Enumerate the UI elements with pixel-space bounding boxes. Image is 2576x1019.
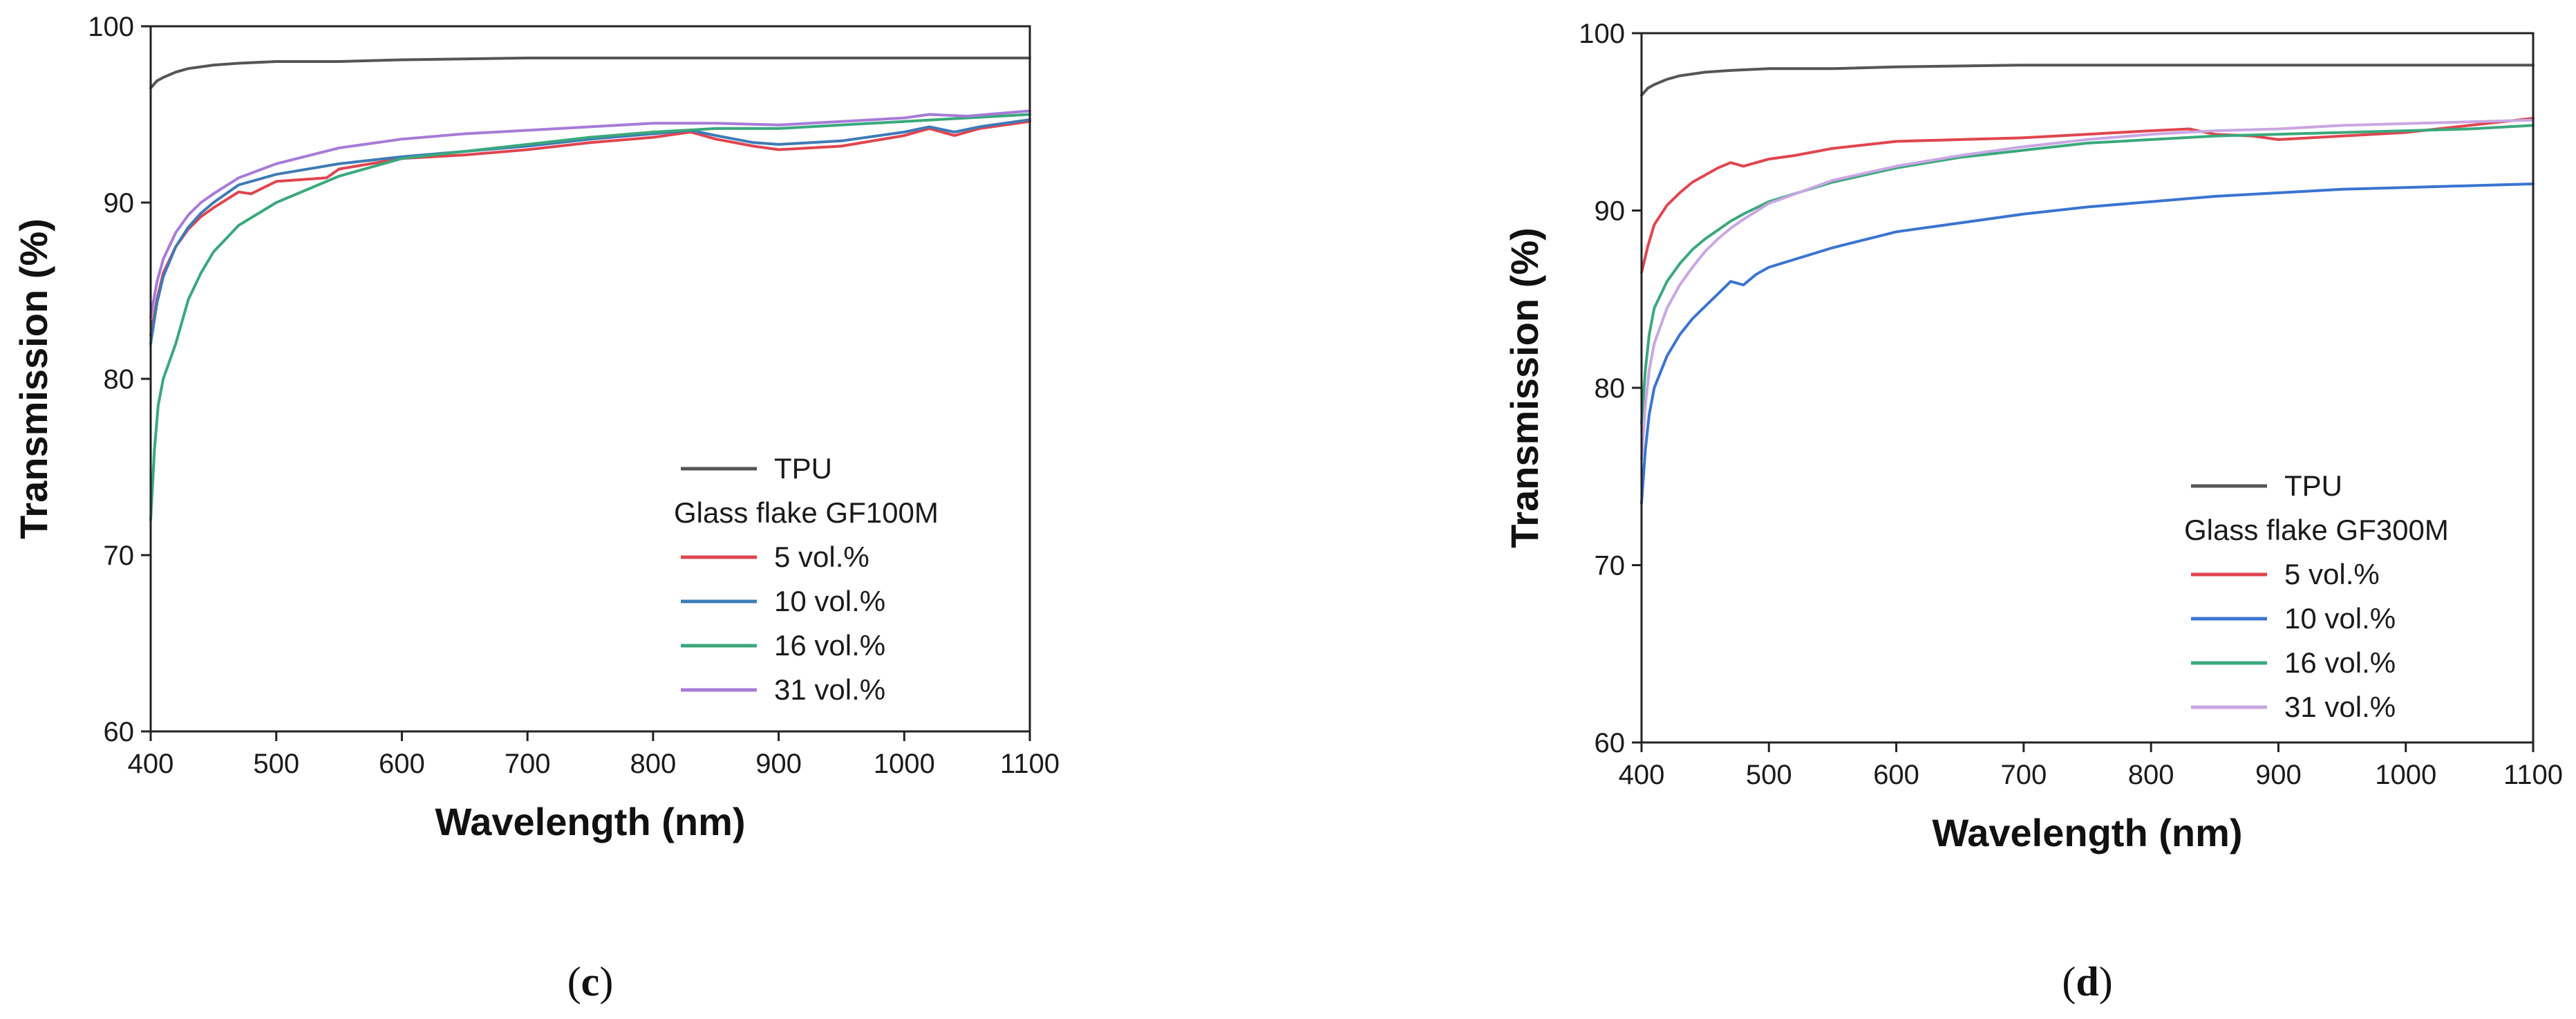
x-tick-label: 400 [1619, 760, 1665, 790]
series-line-10-vol- [1640, 183, 2535, 505]
x-tick-label: 700 [505, 749, 551, 779]
y-tick-label: 70 [1595, 551, 1626, 581]
x-tick-label: 400 [128, 749, 174, 779]
x-tick-label: 900 [2255, 760, 2302, 790]
y-tick-label: 90 [1595, 196, 1626, 227]
x-tick-label: 1000 [874, 749, 935, 779]
legend-label: 10 vol.% [774, 585, 885, 617]
legend-label: 16 vol.% [774, 629, 885, 662]
x-tick-label: 500 [253, 749, 299, 779]
legend-label: 31 vol.% [2284, 691, 2396, 723]
x-tick-label: 600 [1873, 760, 1919, 790]
legend-label: 16 vol.% [2284, 646, 2396, 679]
y-tick-label: 100 [1579, 19, 1625, 49]
x-tick-label: 1000 [2375, 760, 2436, 790]
chart-d: 400 500 600 700 800 900 1000 1100 60 70 80 90 100 Wav… [1503, 19, 2563, 1004]
x-tick-label: 500 [1746, 760, 1792, 790]
x-tick-label: 1100 [2503, 760, 2563, 790]
series-line-5-vol- [149, 120, 1031, 337]
panel-label: (c) [567, 959, 614, 1004]
x-axis-title: Wavelength (nm) [1932, 811, 2242, 854]
y-axis-title: Transmission (%) [1503, 227, 1546, 548]
x-tick-label: 600 [379, 749, 425, 779]
series-line-tpu [1640, 64, 2535, 97]
series-line-16-vol- [149, 113, 1031, 521]
series-line-5-vol- [1640, 117, 2535, 274]
legend-label: 10 vol.% [2284, 602, 2396, 635]
y-tick-label: 80 [1595, 373, 1626, 404]
series-line-tpu [149, 56, 1031, 90]
x-tick-label: 1100 [1000, 749, 1060, 779]
x-axis-title: Wavelength (nm) [435, 800, 745, 843]
legend: TPU Glass flake GF100M 5 vol.% 10 vol.% 16 v… [674, 452, 939, 706]
legend-label: TPU [774, 452, 832, 485]
legend-label: 31 vol.% [774, 673, 885, 706]
y-tick-label: 70 [104, 541, 135, 571]
x-tick-label: 800 [630, 749, 676, 779]
x-tick-label: 700 [2000, 760, 2047, 790]
y-tick-label: 60 [1595, 728, 1626, 758]
x-tick-label: 800 [2128, 760, 2174, 790]
y-tick-label: 80 [104, 364, 135, 395]
y-tick-label: 100 [88, 12, 134, 42]
series-line-31-vol- [149, 109, 1031, 319]
x-tick-label: 900 [755, 749, 802, 779]
chart-c: 400 500 600 700 800 900 1000 1100 60 70 80 90 100 Wav… [12, 12, 1060, 1004]
y-tick-label: 60 [104, 717, 135, 747]
series-line-16-vol- [1640, 124, 2535, 425]
legend-heading: Glass flake GF300M [2184, 514, 2449, 546]
panel-label: (d) [2062, 959, 2112, 1004]
legend-label: 5 vol.% [774, 541, 869, 573]
legend: TPU Glass flake GF300M 5 vol.% 10 vol.% 16 v… [2184, 469, 2449, 723]
legend-label: 5 vol.% [2284, 558, 2380, 590]
series-line-10-vol- [149, 118, 1031, 345]
y-tick-label: 90 [104, 188, 135, 218]
legend-heading: Glass flake GF100M [674, 496, 939, 529]
legend-label: TPU [2284, 469, 2342, 502]
y-axis-title: Transmission (%) [12, 218, 55, 539]
series-line-31-vol- [1640, 118, 2535, 460]
